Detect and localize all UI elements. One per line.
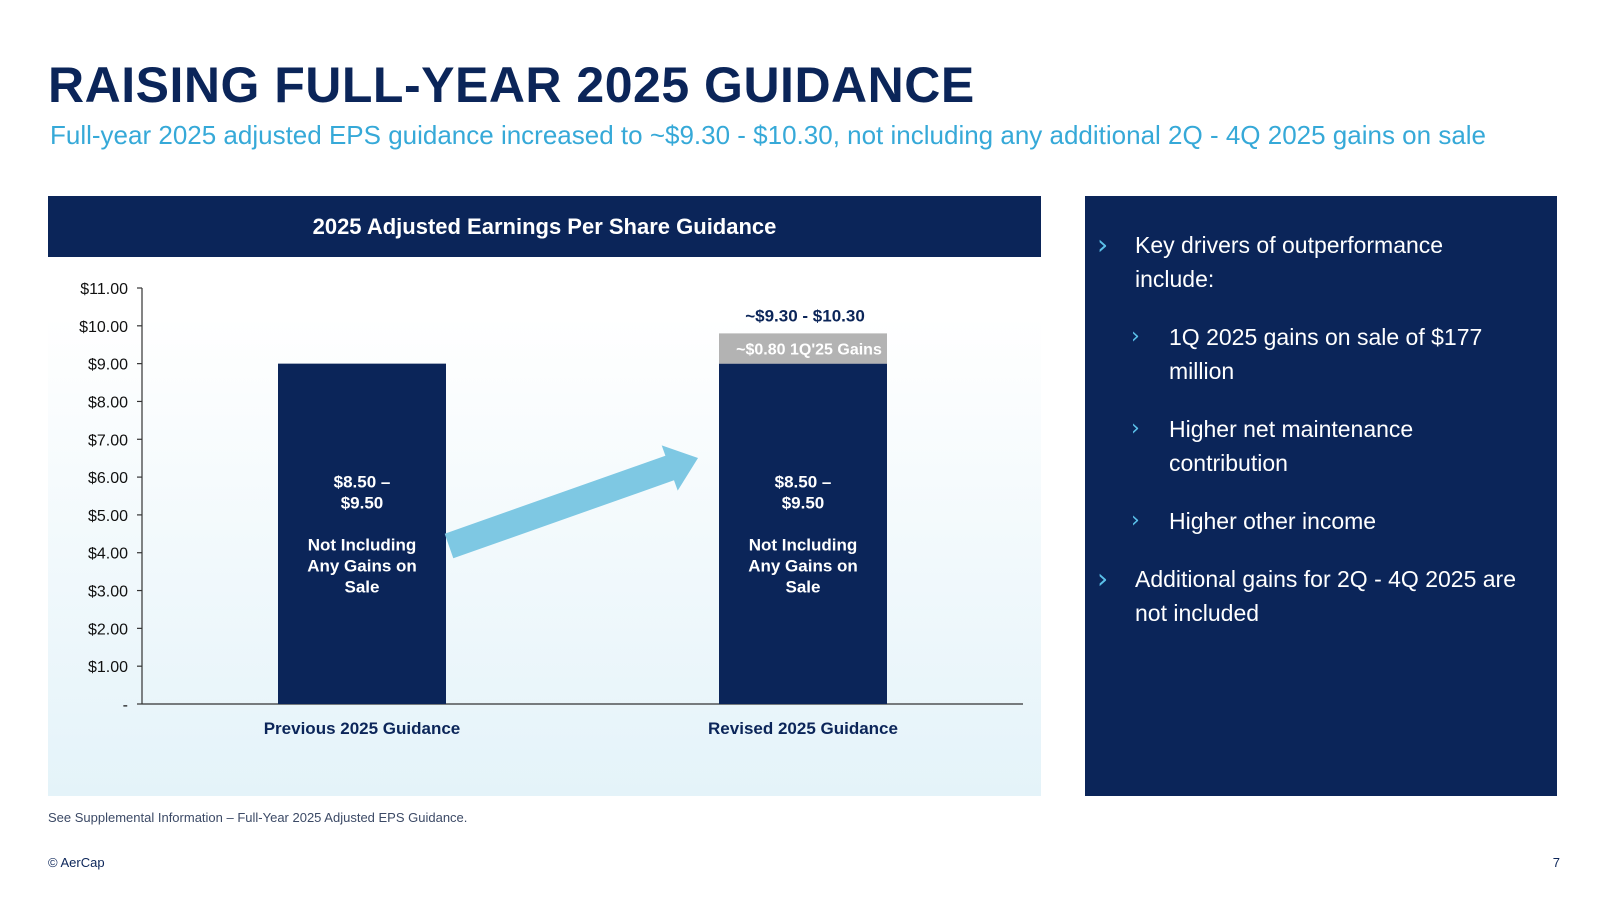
bar-base-guidance [278,363,446,704]
x-category-label: Previous 2025 Guidance [264,719,461,738]
total-range-label: ~$9.30 - $10.30 [745,306,865,325]
bar-gains-segment [719,333,887,364]
footnote: See Supplemental Information – Full-Year… [48,810,468,825]
increase-arrow-icon [444,445,698,559]
gains-segment-label: ~$0.80 1Q'25 Gains [736,342,882,359]
bullet-key-drivers: › Key drivers of outperformance include: [1097,228,1444,296]
bullet-other-income: › Higher other income [1131,504,1377,538]
bar-inner-label: $9.50 [782,493,825,512]
bullet-line: include: [1135,266,1215,292]
page-subtitle: Full-year 2025 adjusted EPS guidance inc… [50,120,1487,150]
bullet-additional-gains: › Additional gains for 2Q - 4Q 2025 are … [1097,562,1517,630]
bar-inner-label: $8.50 – [775,472,832,491]
bullet-gains-on-sale: › 1Q 2025 gains on sale of $177 million [1131,320,1483,388]
y-tick-label: $6.00 [88,470,128,487]
y-tick-label: $7.00 [88,432,128,449]
chevron-right-icon: › [1131,508,1140,533]
key-drivers-panel: › Key drivers of outperformance include:… [1085,196,1557,796]
bar-inner-label: Not Including [308,535,417,554]
bullet-line: Key drivers of outperformance [1135,232,1444,258]
bar-inner-label: Any Gains on [307,556,417,575]
bar-inner-label: $9.50 [341,493,384,512]
y-tick-label: $11.00 [80,281,128,298]
y-tick-label: $9.00 [88,357,128,374]
bullet-line: million [1169,358,1235,384]
y-tick-label: $3.00 [88,584,128,601]
bullet-line: Additional gains for 2Q - 4Q 2025 are [1135,566,1517,592]
page-title: RAISING FULL-YEAR 2025 GUIDANCE [48,57,975,113]
page-number: 7 [1552,855,1560,870]
bar-inner-label: $8.50 – [334,472,391,491]
chart-panel: - $1.00 $2.00 $3.00 $4.00 $5.00 $6.00 $7.00 $8.0… [48,196,1041,796]
chevron-right-icon: › [1131,324,1140,349]
chevron-right-icon: › [1097,228,1109,261]
chevron-right-icon: › [1131,416,1140,441]
bullet-line: contribution [1169,450,1288,476]
bullet-line: Higher other income [1169,508,1377,534]
x-category-label: Revised 2025 Guidance [708,719,898,738]
y-tick-label: $5.00 [88,508,128,525]
bar-base-guidance [719,363,887,704]
y-tick-label: $10.00 [79,319,128,336]
bullet-line: Higher net maintenance [1169,416,1414,442]
bar-inner-label: Sale [345,577,380,596]
bullet-line: not included [1135,600,1260,626]
bar-inner-label: Sale [786,577,821,596]
bar-inner-label: Not Including [749,535,858,554]
chart-title: 2025 Adjusted Earnings Per Share Guidanc… [48,196,1041,257]
y-tick-label: $2.00 [88,621,128,638]
bar-inner-label: Any Gains on [748,556,858,575]
y-tick-label: $4.00 [88,546,128,563]
chevron-right-icon: › [1097,562,1109,595]
y-tick-label: - [123,697,128,714]
copyright: © AerCap [48,855,105,870]
bullet-maintenance: › Higher net maintenance contribution [1131,412,1414,480]
eps-guidance-chart: - $1.00 $2.00 $3.00 $4.00 $5.00 $6.00 $7.00 $8.0… [79,281,1023,738]
y-tick-label: $8.00 [88,394,128,411]
bullet-line: 1Q 2025 gains on sale of $177 [1169,324,1483,350]
y-tick-label: $1.00 [88,659,128,676]
